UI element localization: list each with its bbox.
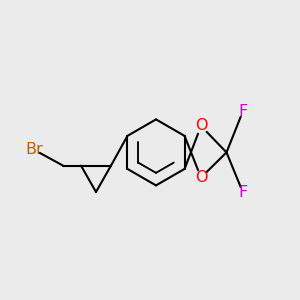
Text: F: F bbox=[238, 185, 247, 200]
Text: Br: Br bbox=[26, 142, 44, 158]
Text: O: O bbox=[195, 118, 207, 134]
Text: O: O bbox=[195, 170, 207, 185]
Text: F: F bbox=[238, 103, 247, 118]
